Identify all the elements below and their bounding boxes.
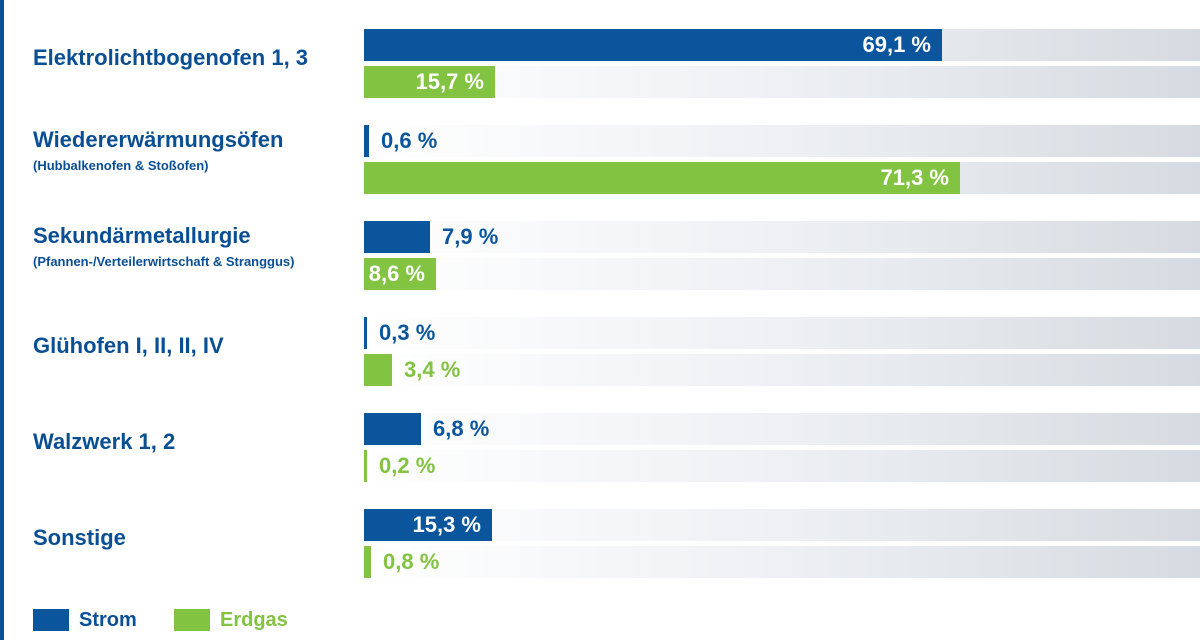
bar-strom <box>364 509 492 541</box>
value-label: 0,2 % <box>379 453 436 478</box>
value-label: 7,9 % <box>442 224 499 249</box>
bar-track <box>364 66 1200 98</box>
bar-strom <box>364 317 367 349</box>
legend-label: Strom <box>79 609 137 631</box>
value-label: 0,3 % <box>379 320 436 345</box>
legend-swatch-strom <box>33 609 69 631</box>
bar-strom <box>364 413 421 445</box>
value-label: 0,6 % <box>381 128 438 153</box>
value-label: 71,3 % <box>880 165 950 190</box>
bar-track <box>364 413 1200 445</box>
value-label: 15,3 % <box>412 512 482 537</box>
category-label: Walzwerk 1, 2 <box>33 429 176 454</box>
category-label: Glühofen I, II, II, IV <box>33 333 224 358</box>
value-label: 0,8 % <box>383 549 440 574</box>
bar-track <box>364 317 1200 349</box>
value-label: 15,7 % <box>415 69 485 94</box>
bar-track <box>364 509 1200 541</box>
left-rule <box>0 0 4 640</box>
legend-label: Erdgas <box>220 609 288 631</box>
bar-strom <box>364 125 369 157</box>
bar-track <box>364 258 1200 290</box>
bar-track <box>364 125 1200 157</box>
legend-swatch-erdgas <box>174 609 210 631</box>
value-label: 69,1 % <box>862 32 932 57</box>
bar-strom <box>364 29 942 61</box>
bar-erdgas <box>364 162 960 194</box>
bar-track <box>364 546 1200 578</box>
bar-erdgas <box>364 354 392 386</box>
category-sublabel: (Pfannen-/Verteilerwirtschaft & Stranggu… <box>33 254 295 269</box>
category-label: Sekundärmetallurgie <box>33 223 251 248</box>
bar-erdgas <box>364 66 495 98</box>
value-label: 8,6 % <box>368 261 425 286</box>
category-label: Sonstige <box>33 525 126 550</box>
bar-erdgas <box>364 258 436 290</box>
value-label: 3,4 % <box>404 357 461 382</box>
bar-erdgas <box>364 450 367 482</box>
bar-erdgas <box>364 546 371 578</box>
bar-track <box>364 354 1200 386</box>
bar-track <box>364 450 1200 482</box>
category-sublabel: (Hubbalkenofen & Stoßofen) <box>33 158 209 173</box>
bar-track <box>364 221 1200 253</box>
category-label: Wiedererwärmungsöfen <box>33 127 284 152</box>
value-label: 6,8 % <box>433 416 490 441</box>
bar-strom <box>364 221 430 253</box>
category-label: Elektrolichtbogenofen 1, 3 <box>33 45 309 70</box>
